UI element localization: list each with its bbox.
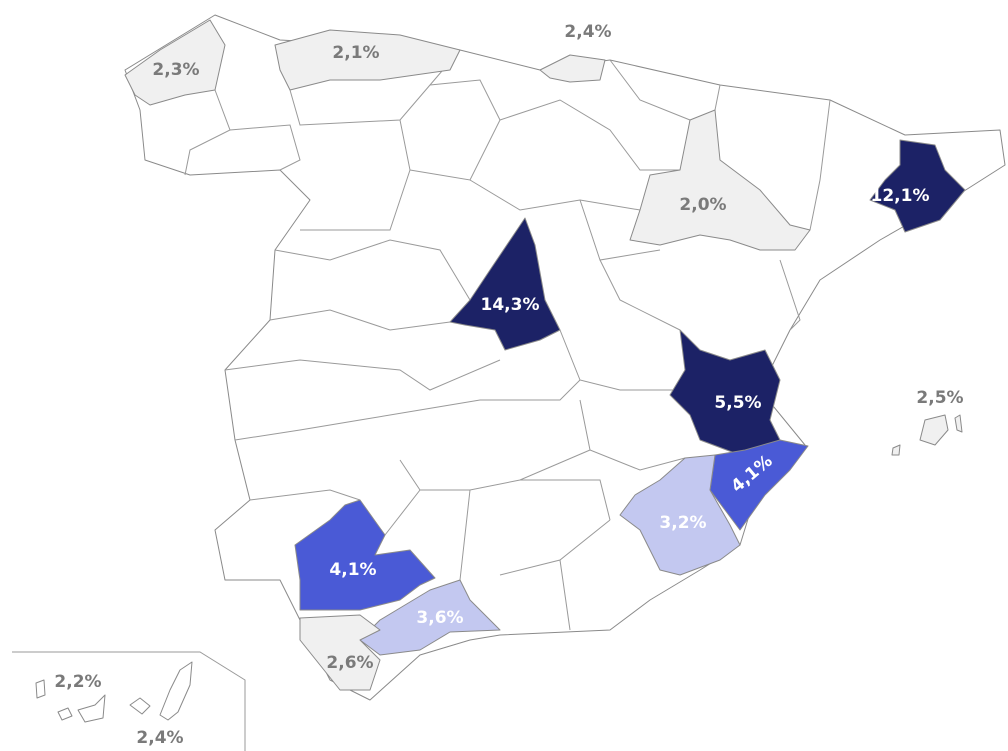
province <box>709 439 809 531</box>
region-label: 2,4% <box>564 22 611 42</box>
island <box>159 661 193 721</box>
province <box>299 614 381 691</box>
island <box>57 707 73 721</box>
island <box>35 679 46 699</box>
region-label: 12,1% <box>871 186 930 206</box>
region-label: 2,3% <box>152 60 199 80</box>
canary-islands <box>35 661 193 723</box>
province <box>124 19 226 106</box>
province <box>539 54 606 83</box>
region-label: 5,5% <box>714 393 761 413</box>
province <box>629 109 811 251</box>
province <box>274 29 461 91</box>
balearic-islands <box>891 414 963 456</box>
region-label: 4,1% <box>329 560 376 580</box>
province-borders <box>184 49 831 631</box>
region-label: 3,6% <box>416 608 463 628</box>
region-label: 2,6% <box>326 653 373 673</box>
region-label: 2,4% <box>136 728 183 748</box>
region-label: 2,0% <box>679 195 726 215</box>
island <box>954 414 963 433</box>
province <box>619 454 741 576</box>
region-label: 2,1% <box>332 43 379 63</box>
region-label: 2,5% <box>916 388 963 408</box>
island <box>77 694 106 723</box>
inset-border <box>12 651 246 751</box>
region-label: 14,3% <box>481 295 540 315</box>
province <box>359 579 501 656</box>
region-label: 3,2% <box>659 513 706 533</box>
province <box>294 499 436 611</box>
island <box>129 697 151 715</box>
province <box>869 139 966 233</box>
province <box>449 217 561 351</box>
region-label: 2,2% <box>54 672 101 692</box>
island <box>891 444 901 456</box>
island <box>919 414 949 446</box>
